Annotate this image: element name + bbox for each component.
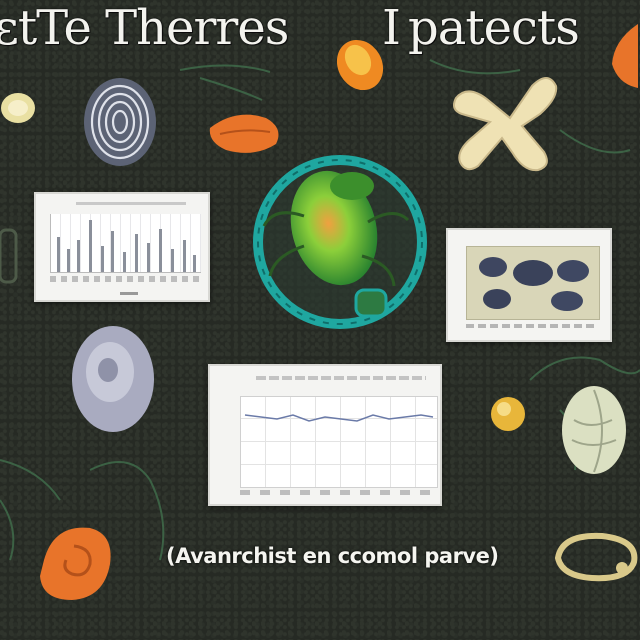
bar-chart-header	[76, 202, 186, 205]
orange-spiral-icon	[40, 527, 111, 600]
bar	[67, 248, 70, 272]
bar	[183, 240, 186, 272]
bar	[101, 245, 104, 272]
gear-ornament-icon	[0, 228, 18, 284]
bar	[57, 237, 60, 272]
bar	[89, 219, 92, 272]
specimen-image	[466, 246, 600, 320]
specimen-caption-line	[466, 324, 598, 328]
specimen-panel	[446, 228, 612, 342]
orange-bean-icon	[336, 39, 384, 91]
bar	[111, 231, 114, 272]
line-series	[244, 414, 434, 422]
dark-ovals-icon	[479, 257, 589, 311]
bar	[77, 240, 80, 272]
title-left: ɛtTe Therres	[0, 0, 289, 56]
orange-leaf-icon	[209, 114, 279, 153]
bar-chart-axis-labels	[50, 276, 200, 282]
orange-leaf-icon	[612, 24, 638, 88]
yellow-sphere-icon	[491, 397, 525, 431]
title-right-mark: I	[382, 0, 401, 56]
bar-chart-plot	[50, 214, 201, 273]
yellow-bean-icon	[1, 93, 35, 123]
caption-text: (Avanrchist en ccomol parve)	[166, 544, 499, 568]
line-chart-header	[256, 376, 426, 380]
bar	[193, 254, 196, 272]
tan-loop-icon	[554, 532, 638, 582]
beetle-in-ring-icon	[253, 155, 427, 329]
bar	[159, 228, 162, 272]
fingerprint-blob-icon	[84, 78, 156, 166]
line-chart-axis-labels	[240, 490, 436, 495]
bar	[171, 248, 174, 272]
pale-seed-icon	[562, 386, 626, 474]
title-right: patects	[408, 0, 580, 56]
grey-egg-icon	[72, 326, 154, 432]
line-chart-panel	[208, 364, 442, 506]
bar	[147, 243, 150, 272]
bar-chart-panel	[34, 192, 210, 302]
bar	[135, 234, 138, 272]
line-chart-plot	[240, 396, 438, 488]
bar-chart-footer	[120, 292, 138, 295]
bar	[123, 251, 126, 272]
cream-x-shape-icon	[453, 77, 558, 172]
